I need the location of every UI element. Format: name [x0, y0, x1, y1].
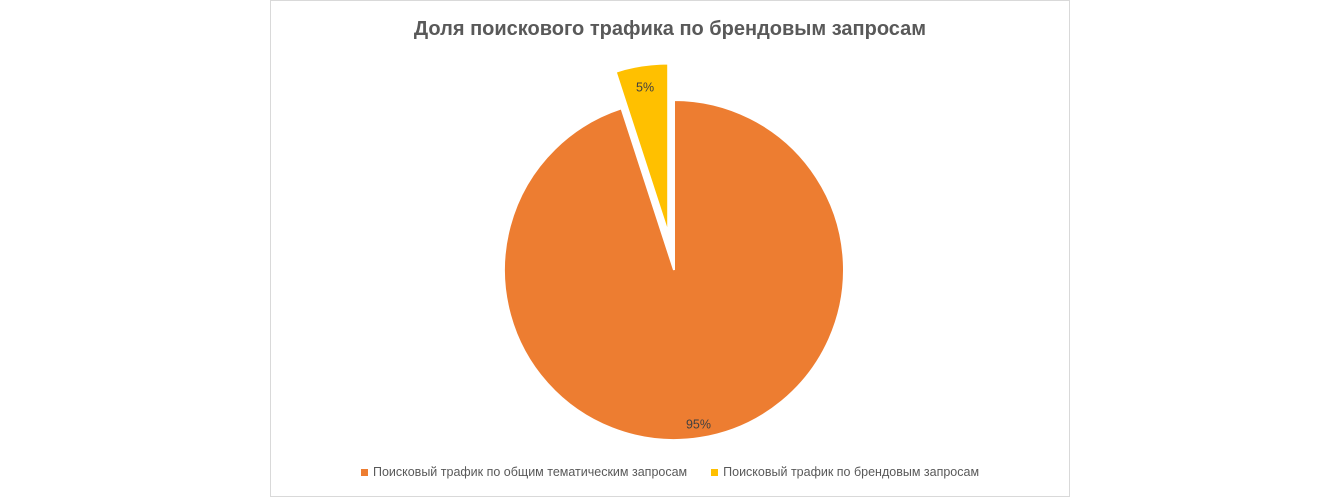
pie-chart: 95% 5%	[503, 62, 845, 441]
data-label-1: 5%	[636, 80, 654, 94]
legend-swatch-generic	[360, 468, 368, 476]
legend-item-generic: Поисковый трафик по общим тематическим з…	[360, 465, 688, 479]
chart-area: Доля поискового трафика по брендовым зап…	[270, 0, 1070, 497]
pie-slice-1	[614, 62, 670, 234]
legend-label-generic: Поисковый трафик по общим тематическим з…	[372, 465, 688, 479]
data-label-0: 95%	[686, 417, 711, 431]
pie-slice-0	[503, 98, 845, 441]
legend-label-brand: Поисковый трафик по брендовым запросам	[723, 465, 980, 479]
chart-legend: Поисковый трафик по общим тематическим з…	[271, 465, 1069, 479]
chart-title: Доля поискового трафика по брендовым зап…	[413, 18, 927, 40]
legend-item-brand: Поисковый трафик по брендовым запросам	[711, 465, 979, 479]
legend-swatch-brand	[711, 468, 719, 476]
